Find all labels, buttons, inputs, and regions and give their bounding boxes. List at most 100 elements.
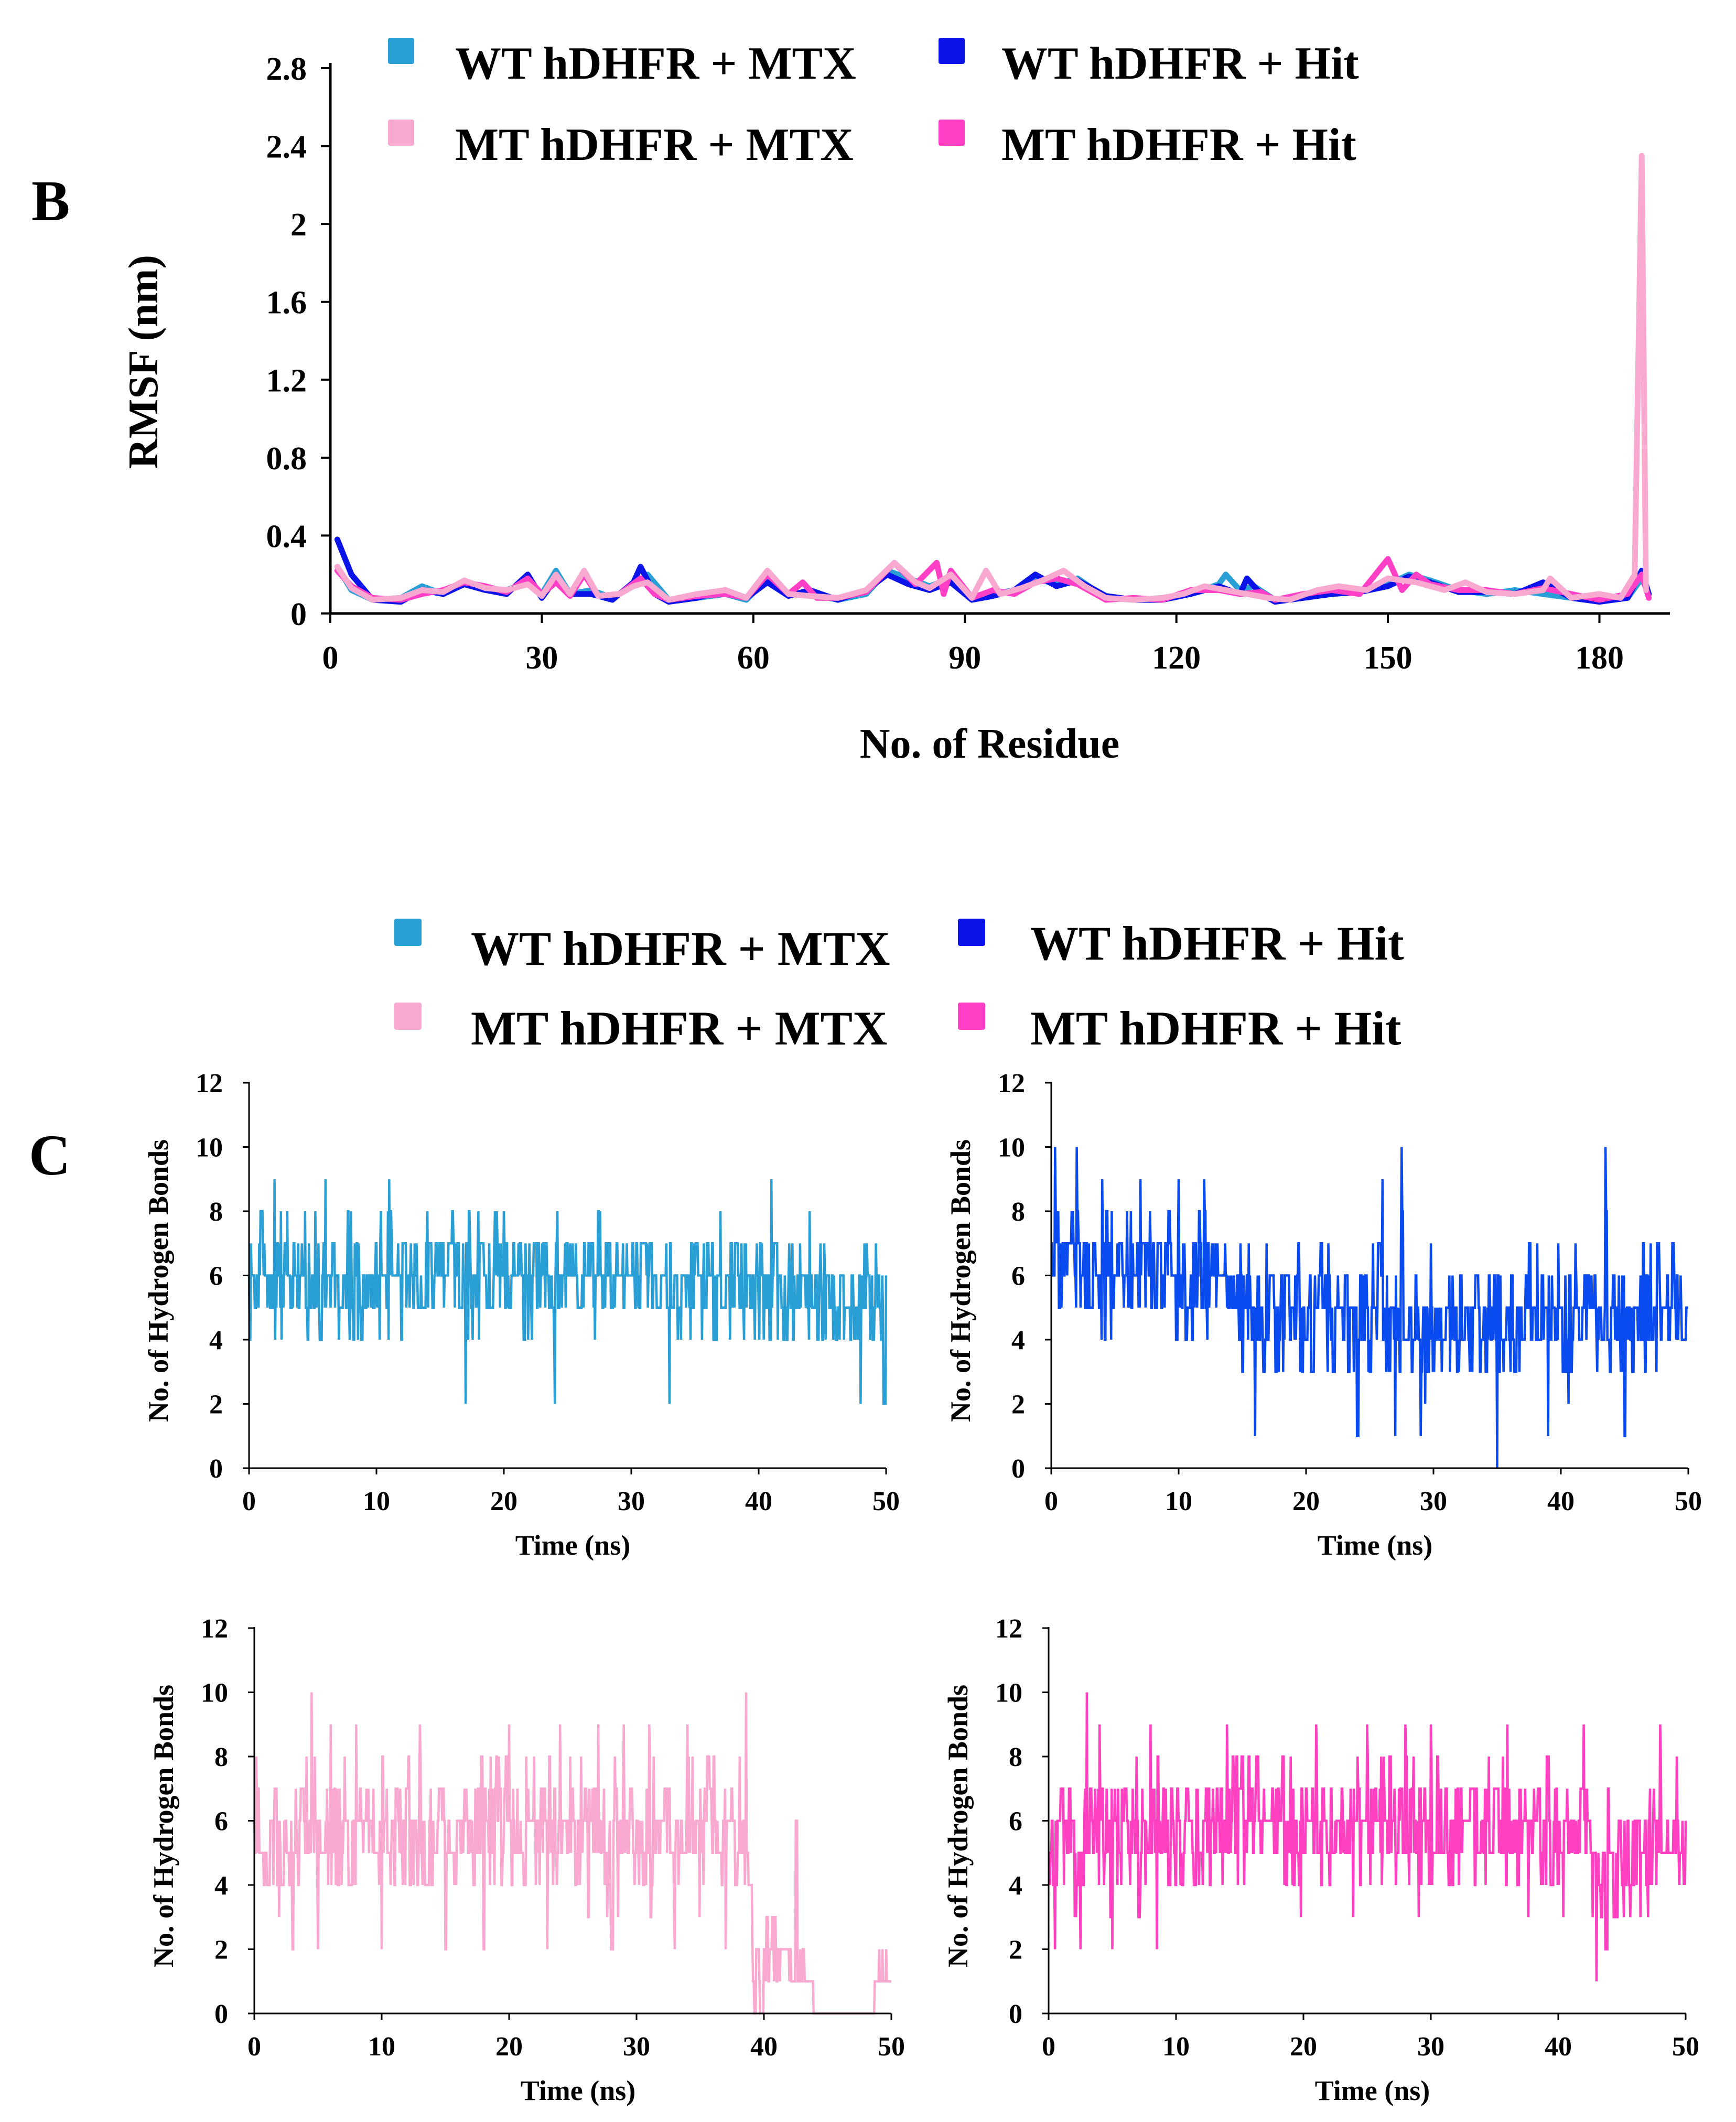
hbond-y-tick-label: 4: [1011, 1326, 1025, 1355]
hbond-y-tick-label: 4: [1009, 1871, 1022, 1901]
hbond-x-tick-label: 30: [618, 1487, 645, 1516]
rmsf-x-tick-label: 30: [525, 640, 558, 676]
legend-c-swatch-mt-hit: [958, 1003, 985, 1030]
legend-c-label-wt-mtx: WT hDHFR + MTX: [471, 922, 890, 975]
legend-swatch-wt-mtx: [388, 38, 414, 64]
hbond-series-wt-hdhfr-hit: [1050, 1147, 1688, 1469]
hbond-y-tick-label: 12: [196, 1069, 223, 1098]
legend-c-label-mt-hit: MT hDHFR + Hit: [1030, 1001, 1401, 1055]
rmsf-legend: WT hDHFR + MTX WT hDHFR + Hit MT hDHFR +…: [388, 38, 1359, 170]
legend-label-wt-mtx: WT hDHFR + MTX: [455, 38, 856, 89]
hbond-y-tick-label: 12: [995, 1614, 1022, 1644]
rmsf-x-tick-label: 180: [1575, 640, 1624, 676]
hbond-y-tick-label: 12: [998, 1069, 1025, 1098]
hbond-y-tick-label: 4: [214, 1871, 228, 1901]
rmsf-y-tick-label: 2: [290, 207, 307, 243]
hbond-x-tick-label: 10: [1165, 1487, 1192, 1516]
hbond-x-tick-label: 50: [1675, 1487, 1702, 1516]
hbond-x-axis-title: Time (ns): [1315, 2075, 1430, 2106]
hbond-x-axis-title: Time (ns): [521, 2075, 636, 2106]
hbond-x-tick-label: 50: [872, 1487, 900, 1516]
hbond-y-tick-label: 8: [209, 1197, 223, 1227]
panel-label-c: C: [29, 1123, 70, 1187]
hbond-x-tick-label: 20: [490, 1487, 517, 1516]
hbond-chart-mt-hit: 0 2 4 6 8 10 12 0 10 20 30 40 50 Time (ns) No. of Hydr…: [942, 1614, 1699, 2106]
hbond-y-axis-title: No. of Hydrogen Bonds: [945, 1139, 976, 1422]
hbond-x-tick-label: 30: [1417, 2032, 1444, 2062]
hbond-x-tick-label: 40: [1547, 1487, 1575, 1516]
legend-c-swatch-wt-mtx: [394, 919, 422, 946]
hbond-y-tick-label: 4: [209, 1326, 223, 1355]
legend-swatch-mt-mtx: [388, 120, 414, 146]
hbond-x-tick-label: 20: [1290, 2032, 1317, 2062]
legend-c-swatch-wt-hit: [958, 919, 985, 946]
hbond-x-tick-label: 10: [1162, 2032, 1190, 2062]
hbond-x-axis-title: Time (ns): [1318, 1529, 1433, 1561]
legend-swatch-mt-hit: [939, 120, 965, 146]
hbond-x-tick-label: 0: [1042, 2032, 1055, 2062]
hbond-x-tick-label: 0: [242, 1487, 256, 1516]
hbond-y-tick-label: 6: [214, 1807, 228, 1837]
rmsf-x-tick-label: 150: [1364, 640, 1412, 676]
hbond-x-tick-label: 30: [1420, 1487, 1447, 1516]
panel-label-b: B: [31, 169, 70, 233]
hbond-chart-wt-hit: 0 2 4 6 8 10 12 0 10 20 30 40 50 Time (ns) No. of Hydr…: [945, 1069, 1702, 1561]
hbond-y-tick-label: 10: [196, 1133, 223, 1163]
hbond-y-tick-label: 2: [1009, 1935, 1022, 1965]
hbond-x-tick-label: 50: [1672, 2032, 1699, 2062]
hbond-x-tick-label: 30: [623, 2032, 650, 2062]
hbond-y-axis-title: No. of Hydrogen Bonds: [148, 1685, 179, 1967]
hbond-x-tick-label: 0: [247, 2032, 261, 2062]
hbond-y-tick-label: 0: [214, 1999, 228, 2029]
rmsf-chart: 0 0.4 0.8 1.2 1.6 2 2.4 2.8 0 30 60 90 120 150 180 No. …: [121, 51, 1670, 767]
hbond-y-tick-label: 2: [1011, 1390, 1025, 1420]
legend-label-wt-hit: WT hDHFR + Hit: [1001, 38, 1359, 89]
rmsf-y-tick-label: 2.8: [266, 51, 307, 87]
rmsf-x-tick-label: 60: [737, 640, 770, 676]
hbond-y-tick-label: 0: [209, 1454, 223, 1484]
rmsf-x-tick-label: 120: [1152, 640, 1201, 676]
hbond-y-tick-label: 8: [1011, 1197, 1025, 1227]
hbond-x-tick-label: 40: [1545, 2032, 1572, 2062]
hbond-x-tick-label: 10: [368, 2032, 395, 2062]
hbond-y-tick-label: 8: [1009, 1742, 1022, 1772]
hbond-y-tick-label: 2: [209, 1390, 223, 1420]
hbond-x-tick-label: 40: [750, 2032, 778, 2062]
rmsf-x-tick-label: 0: [322, 640, 339, 676]
hbond-series-mt-hdhfr-hit: [1048, 1692, 1687, 1981]
hbond-y-tick-label: 10: [995, 1678, 1022, 1708]
hbond-y-tick-label: 2: [214, 1935, 228, 1965]
hbond-y-tick-label: 0: [1009, 1999, 1022, 2029]
hbond-y-tick-label: 6: [1011, 1262, 1025, 1291]
legend-label-mt-hit: MT hDHFR + Hit: [1001, 120, 1356, 170]
hbond-y-axis-title: No. of Hydrogen Bonds: [942, 1685, 974, 1967]
hbond-y-tick-label: 10: [201, 1678, 228, 1708]
hbond-y-tick-label: 10: [998, 1133, 1025, 1163]
hbond-y-tick-label: 6: [1009, 1807, 1022, 1837]
rmsf-y-tick-label: 0.8: [266, 441, 307, 477]
hbond-x-tick-label: 20: [495, 2032, 523, 2062]
rmsf-y-tick-label: 1.2: [266, 363, 307, 398]
hbond-y-tick-label: 12: [201, 1614, 228, 1644]
hbond-x-tick-label: 50: [878, 2032, 905, 2062]
rmsf-x-tick-label: 90: [948, 640, 981, 676]
hbond-x-tick-label: 10: [363, 1487, 390, 1516]
rmsf-y-tick-label: 0.4: [266, 519, 307, 554]
legend-swatch-wt-hit: [939, 38, 965, 64]
hbond-x-axis-title: Time (ns): [515, 1529, 631, 1561]
hbond-y-tick-label: 8: [214, 1742, 228, 1772]
legend-label-mt-mtx: MT hDHFR + MTX: [455, 120, 854, 170]
legend-c-swatch-mt-mtx: [394, 1003, 422, 1030]
hbond-chart-wt-mtx: 0 2 4 6 8 10 12 0 10 20 30 40 50 Time (ns) No. of Hydr…: [143, 1069, 900, 1561]
hbond-chart-mt-mtx: 0 2 4 6 8 10 12 0 10 20 30 40 50 Time (ns) No. of Hydr…: [148, 1614, 905, 2106]
hbond-x-tick-label: 40: [745, 1487, 772, 1516]
rmsf-y-tick-label: 2.4: [266, 130, 307, 165]
legend-c-label-mt-mtx: MT hDHFR + MTX: [471, 1001, 887, 1055]
rmsf-x-axis-title: No. of Residue: [860, 721, 1120, 767]
hbond-y-axis-title: No. of Hydrogen Bonds: [143, 1139, 174, 1422]
hbond-series-wt-hdhfr-mtx: [247, 1179, 888, 1405]
legend-c-label-wt-hit: WT hDHFR + Hit: [1030, 917, 1404, 970]
hbond-x-tick-label: 20: [1292, 1487, 1320, 1516]
hbond-x-tick-label: 0: [1044, 1487, 1058, 1516]
